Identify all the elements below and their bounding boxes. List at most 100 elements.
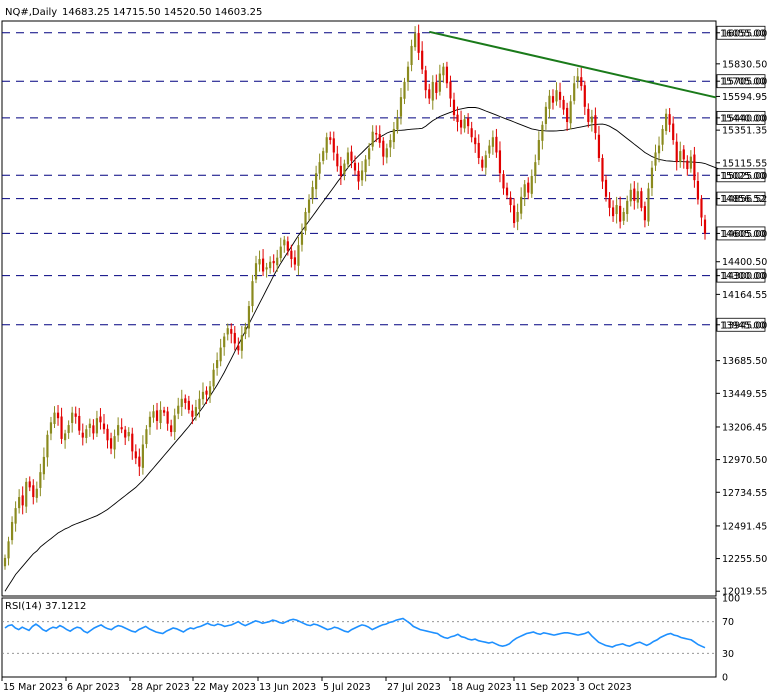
candle xyxy=(569,95,572,130)
candle-body xyxy=(10,521,14,541)
rsi-tick-label: 30 xyxy=(722,649,734,660)
candle-body xyxy=(106,428,109,441)
candle xyxy=(329,131,332,145)
candle xyxy=(555,82,558,106)
candle-body xyxy=(562,99,565,110)
candle xyxy=(177,397,180,420)
candle xyxy=(343,159,346,181)
candle-body xyxy=(237,345,240,351)
candle xyxy=(233,326,236,351)
candle xyxy=(668,108,671,133)
candle-body xyxy=(99,416,102,423)
y-tick-label: 15351.35 xyxy=(722,126,767,137)
candle xyxy=(382,137,385,166)
candle-body xyxy=(622,211,625,221)
candle-body xyxy=(686,160,689,170)
candle xyxy=(28,476,31,492)
candle-body xyxy=(357,170,360,182)
candle-body xyxy=(141,444,144,468)
candle-body xyxy=(223,336,226,348)
candle-body xyxy=(286,241,289,251)
candle xyxy=(657,136,661,163)
y-tick-label: 13206.45 xyxy=(722,422,767,433)
ohlc-readout: 14683.25 14715.50 14520.50 14603.25 xyxy=(62,7,262,18)
candle xyxy=(428,83,431,105)
candle-body xyxy=(113,436,116,450)
candle-body xyxy=(626,200,629,215)
candle-body xyxy=(230,329,233,334)
candle xyxy=(269,256,272,274)
candle-body xyxy=(693,154,696,181)
candle xyxy=(537,131,540,166)
candle xyxy=(173,408,176,441)
level-label: 15025.00 xyxy=(720,171,765,182)
candle-body xyxy=(261,258,265,272)
candle xyxy=(604,175,608,202)
candle xyxy=(283,235,286,253)
candle xyxy=(495,128,498,158)
candle-body xyxy=(371,131,374,147)
candle-body xyxy=(117,425,120,436)
candle-body xyxy=(240,335,243,351)
candle-body xyxy=(523,184,526,197)
candle xyxy=(230,323,233,344)
candle xyxy=(205,386,208,404)
candle xyxy=(467,113,470,134)
candle xyxy=(509,191,512,213)
candle xyxy=(608,192,611,217)
candle-body xyxy=(555,90,558,102)
candle-body xyxy=(67,425,70,433)
candle xyxy=(696,172,700,205)
candle xyxy=(336,145,339,172)
candle xyxy=(117,417,120,442)
candle xyxy=(279,237,282,262)
candle xyxy=(703,214,707,240)
candle-body xyxy=(414,33,417,48)
candle xyxy=(64,429,67,449)
candle xyxy=(368,142,371,167)
candle-body xyxy=(173,415,176,433)
candle-body xyxy=(558,91,562,100)
candle-body xyxy=(311,187,314,199)
y-tick-label: 12734.55 xyxy=(722,488,767,499)
y-tick-label: 15025.00 xyxy=(722,171,767,182)
candle-body xyxy=(396,117,399,130)
candle-body xyxy=(21,495,24,506)
candle xyxy=(297,237,300,276)
x-tick-label: 11 Sep 2023 xyxy=(515,682,575,693)
candle xyxy=(414,26,417,51)
candle xyxy=(60,407,63,444)
x-tick-label: 18 Aug 2023 xyxy=(451,682,512,693)
level-label: 14605.00 xyxy=(720,229,765,240)
candle-body xyxy=(138,456,141,467)
candle-body xyxy=(576,76,579,82)
candle-body xyxy=(152,411,155,418)
candle-body xyxy=(322,151,325,161)
candle xyxy=(573,75,576,105)
candle xyxy=(152,404,155,423)
candle xyxy=(46,430,49,467)
candle xyxy=(378,125,381,148)
candle-body xyxy=(689,156,692,169)
candle-body xyxy=(636,191,639,203)
candle xyxy=(396,109,399,134)
candle-body xyxy=(657,145,661,154)
candle xyxy=(32,479,35,505)
candle xyxy=(385,143,388,164)
candle-body xyxy=(198,398,201,410)
candle xyxy=(417,24,420,61)
candle xyxy=(438,64,441,96)
candle-body xyxy=(615,205,618,215)
candle xyxy=(481,156,484,172)
candle xyxy=(53,406,56,428)
candle xyxy=(689,150,692,173)
candle-body xyxy=(445,66,449,84)
candle-body xyxy=(587,108,590,123)
candle-body xyxy=(346,152,350,165)
candle-body xyxy=(166,411,169,424)
candle-body xyxy=(573,83,576,101)
candle xyxy=(534,154,537,184)
candle xyxy=(219,338,222,367)
candle xyxy=(145,425,148,449)
